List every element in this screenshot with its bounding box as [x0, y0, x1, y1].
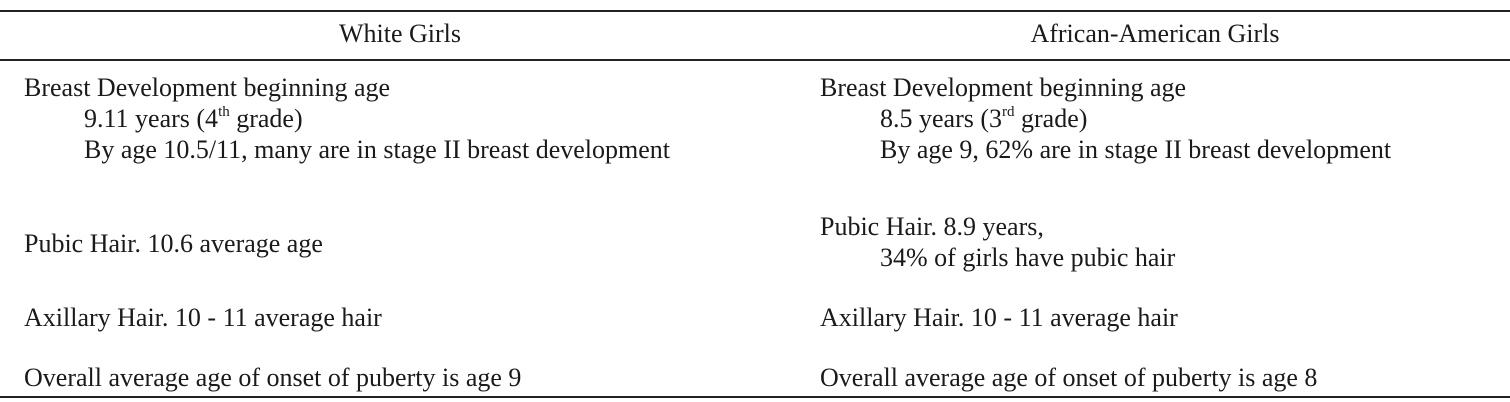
aa-breast-title: Breast Development beginning age [820, 73, 1187, 102]
white-breast-age-text: 9.11 years (4 [84, 104, 219, 133]
white-pubic-hair: Pubic Hair. 10.6 average age [24, 229, 323, 258]
aa-overall-onset: Overall average age of onset of puberty … [820, 363, 1318, 392]
puberty-comparison-table: White Girls African-American Girls Breas… [0, 10, 1510, 398]
header-divider-rule [0, 59, 1510, 61]
column-header-white-girls: White Girls [338, 19, 462, 48]
white-axillary-hair: Axillary Hair. 10 - 11 average hair [24, 303, 382, 332]
white-breast-age-ordinal: th [218, 104, 230, 120]
white-overall-onset: Overall average age of onset of puberty … [24, 363, 522, 392]
white-breast-age: 9.11 years (4th grade) [24, 103, 670, 134]
aa-pubic-hair-detail: 34% of girls have pubic hair [880, 243, 1176, 272]
table-bottom-rule [0, 396, 1510, 398]
aa-breast-development-block: Breast Development beginning age 8.5 yea… [820, 72, 1391, 165]
white-breast-development-block: Breast Development beginning age 9.11 ye… [24, 72, 670, 165]
table-top-rule [0, 10, 1510, 12]
aa-breast-age: 8.5 years (3rd grade) [820, 103, 1391, 134]
aa-breast-stage: By age 9, 62% are in stage II breast dev… [880, 135, 1392, 164]
aa-breast-age-ordinal: rd [1002, 104, 1015, 120]
white-breast-stage: By age 10.5/11, many are in stage II bre… [84, 135, 671, 164]
white-breast-title: Breast Development beginning age [24, 73, 391, 102]
column-header-african-american-girls: African-American Girls [1030, 19, 1280, 48]
white-breast-age-grade: grade) [229, 104, 303, 133]
aa-pubic-hair-title: Pubic Hair. 8.9 years, [820, 212, 1044, 241]
aa-pubic-hair-block: Pubic Hair. 8.9 years, 34% of girls have… [820, 211, 1175, 273]
aa-breast-age-grade: grade) [1014, 104, 1088, 133]
aa-axillary-hair: Axillary Hair. 10 - 11 average hair [820, 303, 1178, 332]
aa-breast-age-text: 8.5 years (3 [880, 104, 1003, 133]
